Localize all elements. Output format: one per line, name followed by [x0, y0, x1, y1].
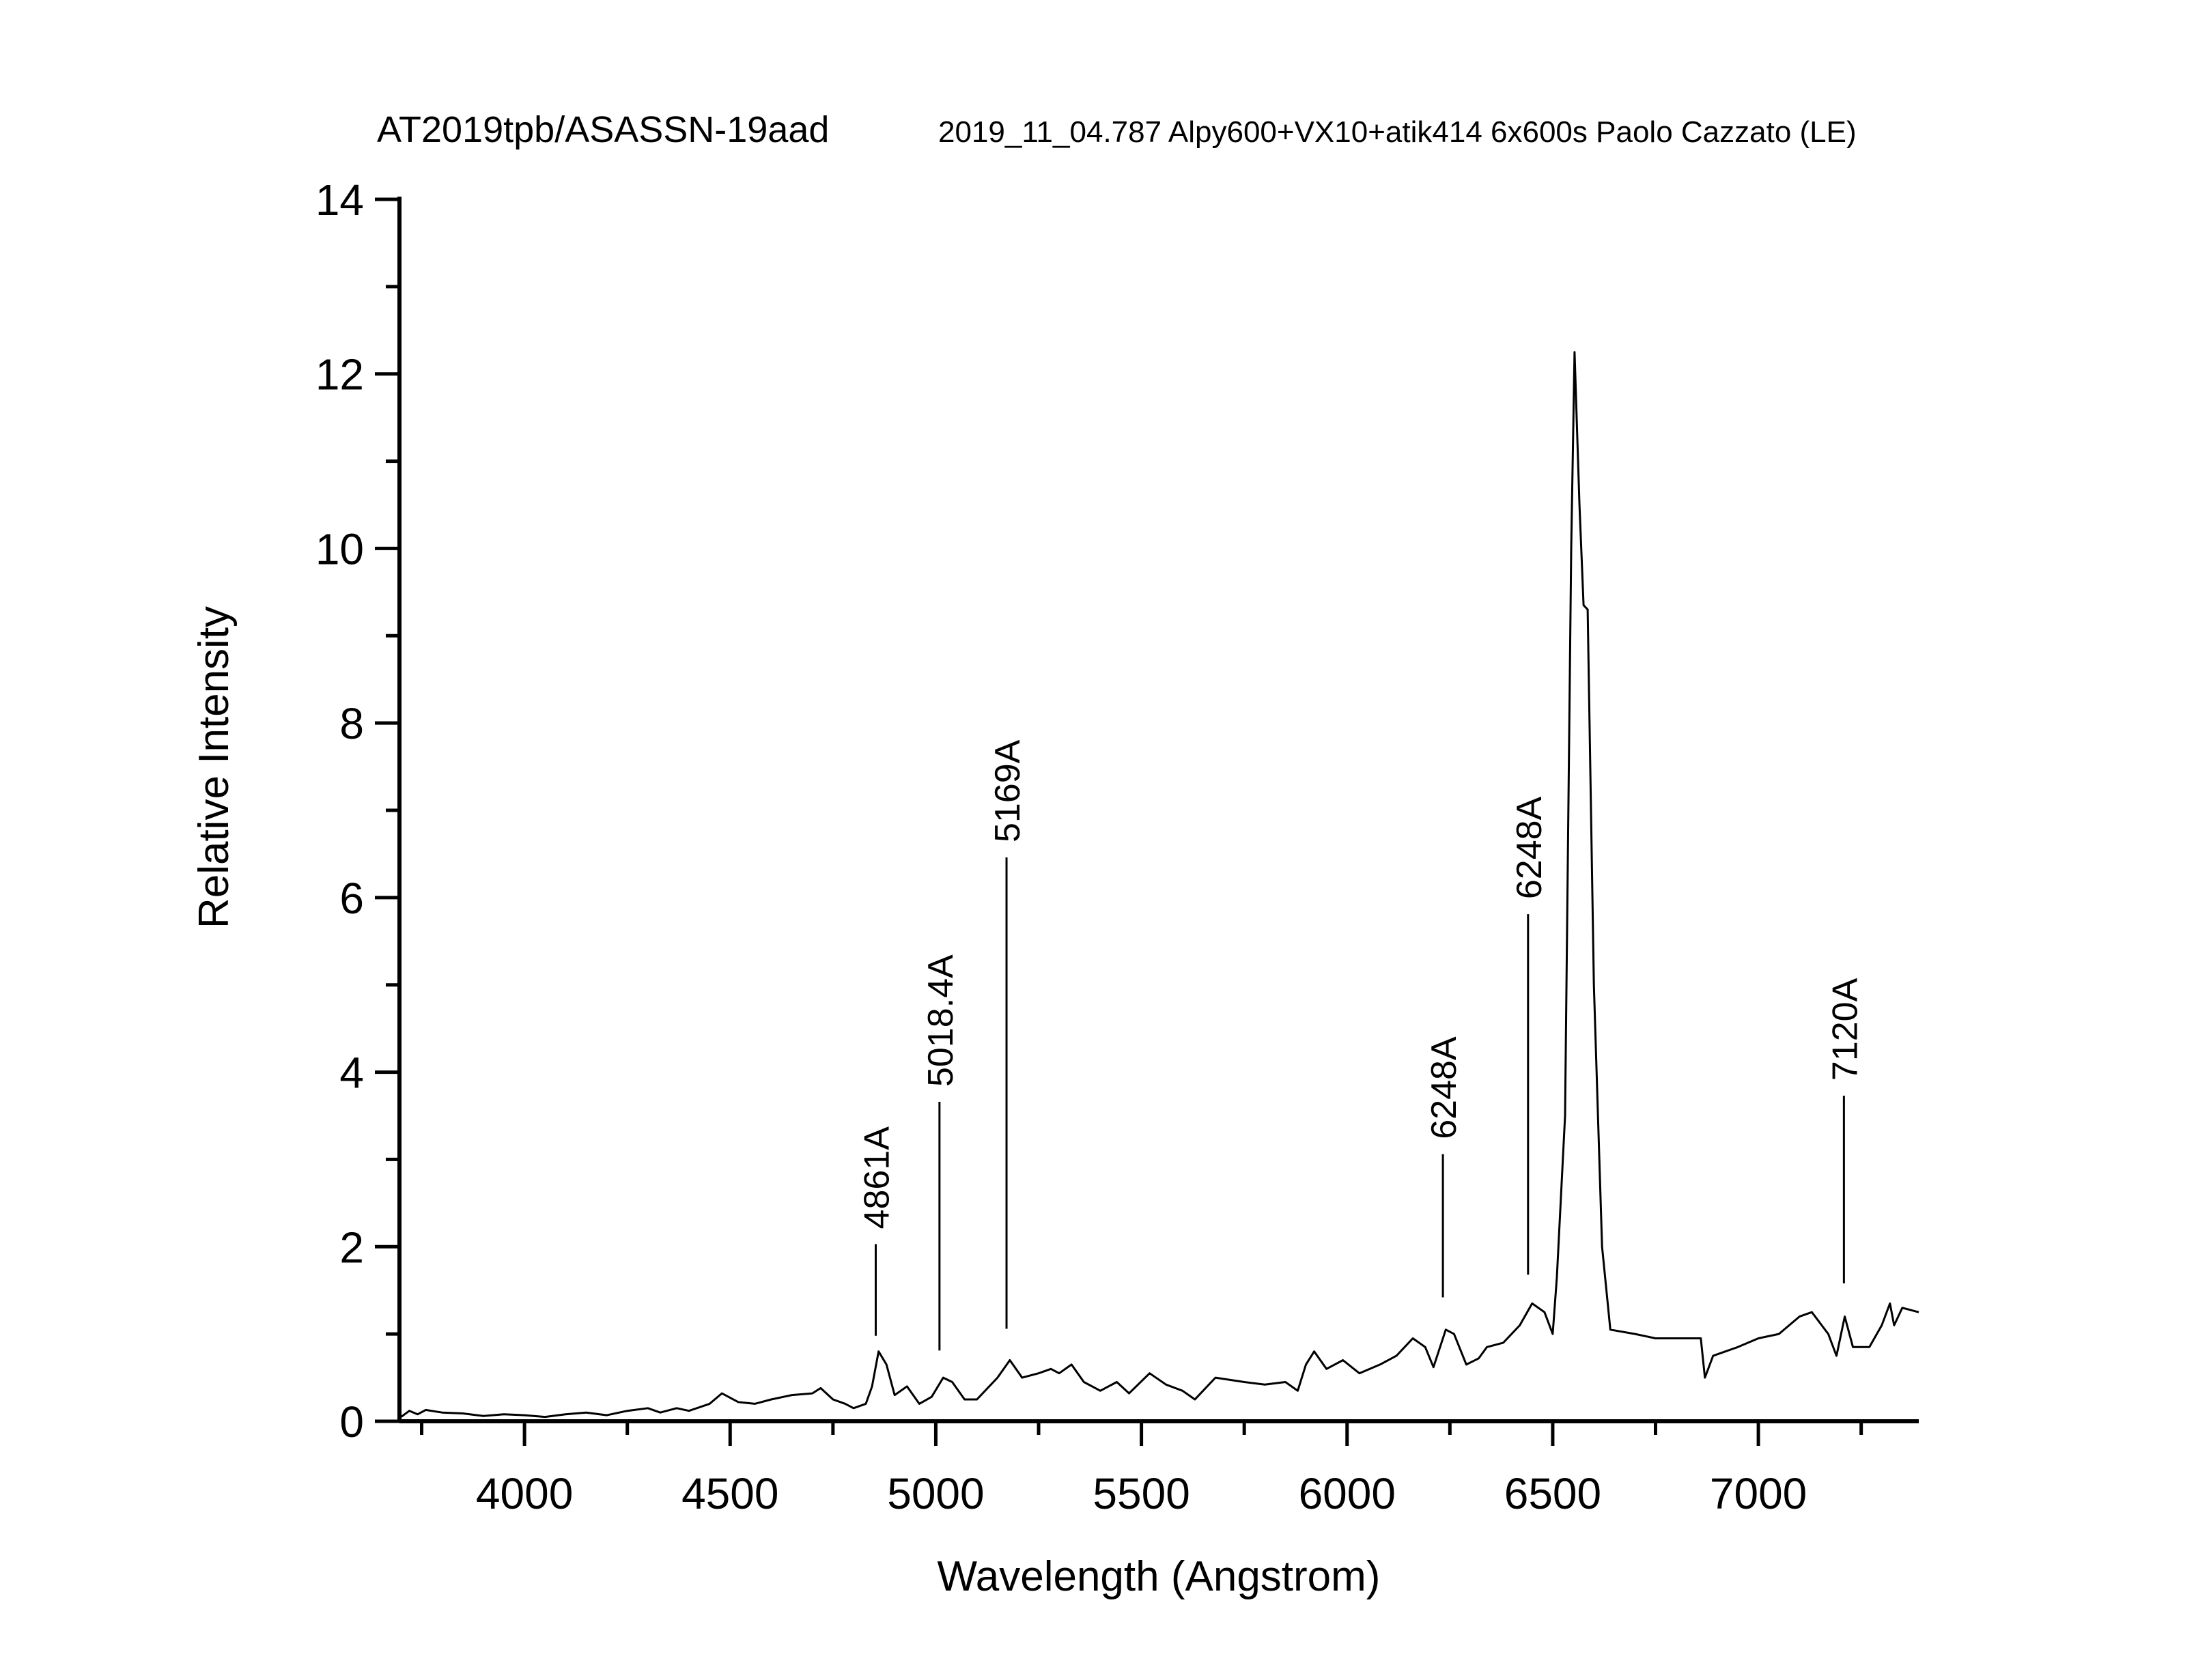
annotation-label: 6248A: [1424, 1036, 1464, 1139]
axes: 4000 4500 5000 5500 6000 6500 7000 0 2 4 6 8 10 12 14: [315, 175, 1919, 1518]
annotation-label: 7120A: [1825, 978, 1865, 1081]
plot-area: 4861A 5018.4A 5169A 6248A 6248A 7120A: [400, 351, 1919, 1419]
x-tick-label: 6500: [1504, 1469, 1601, 1518]
x-tick-label: 4000: [476, 1469, 573, 1518]
x-tick-label: 4500: [681, 1469, 778, 1518]
y-tick-label: 2: [339, 1223, 364, 1272]
y-tick-label: 10: [315, 524, 364, 573]
x-tick-label: 7000: [1710, 1469, 1807, 1518]
annotation-label: 4861A: [857, 1126, 897, 1229]
y-axis-title: Relative Intensity: [191, 606, 238, 928]
y-tick-label: 12: [315, 350, 364, 399]
chart-title: AT2019tpb/ASASSN-19aad: [377, 109, 829, 150]
x-tick-label: 6000: [1299, 1469, 1396, 1518]
y-tick-label: 8: [339, 699, 364, 748]
chart-subtitle: 2019_11_04.787 Alpy600+VX10+atik414 6x60…: [938, 115, 1857, 149]
x-tick-label: 5500: [1093, 1469, 1190, 1518]
annotation-label: 5169A: [988, 739, 1028, 842]
annotation-label: 5018.4A: [921, 954, 961, 1087]
spectrum-line: [400, 351, 1919, 1419]
annotation-label: 6248A: [1510, 796, 1549, 899]
y-tick-label: 6: [339, 874, 364, 923]
y-tick-label: 4: [339, 1049, 364, 1098]
x-axis-title: Wavelength (Angstrom): [938, 1553, 1381, 1600]
x-tick-label: 5000: [887, 1469, 984, 1518]
y-tick-label: 14: [315, 175, 364, 225]
y-tick-label: 0: [339, 1397, 364, 1447]
